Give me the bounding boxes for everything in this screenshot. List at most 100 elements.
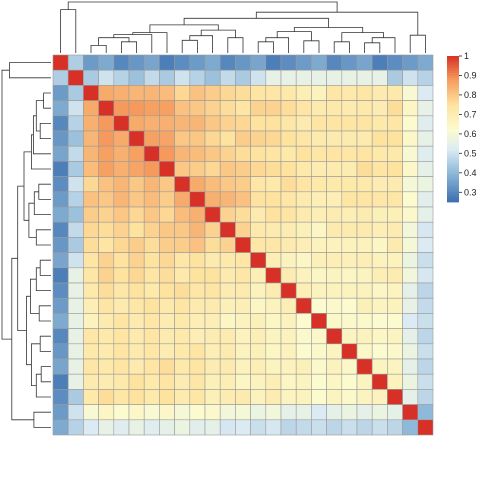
heatmap-cell [371, 54, 388, 71]
heatmap-cell [67, 69, 84, 86]
heatmap-cell [159, 267, 175, 284]
heatmap-cell [326, 206, 343, 223]
heatmap-cell [189, 221, 206, 238]
legend-tick-label: 0.9 [464, 71, 477, 81]
legend-color-step [447, 131, 459, 135]
column-dendrogram-link [276, 31, 312, 41]
heatmap-cell [204, 145, 221, 162]
heatmap-cell [143, 404, 160, 421]
heatmap-cell [67, 267, 84, 284]
legend-color-step [447, 102, 459, 106]
heatmap-cell [159, 313, 175, 329]
column-dendrogram-link [183, 17, 329, 28]
heatmap-cell [204, 115, 221, 132]
heatmap-cell [204, 221, 221, 238]
heatmap-cell [128, 115, 145, 132]
heatmap-cell [235, 358, 251, 375]
heatmap-cell [98, 373, 115, 390]
heatmap-cell [67, 343, 84, 360]
heatmap-cell [326, 115, 343, 132]
heatmap-cell [356, 297, 373, 314]
heatmap-cell [204, 343, 221, 360]
heatmap-cell [356, 328, 373, 345]
heatmap-cell [356, 130, 373, 147]
heatmap-cell [295, 145, 312, 162]
heatmap-cell [402, 252, 419, 269]
heatmap-cell [402, 297, 419, 314]
heatmap-cell [159, 282, 175, 299]
heatmap-cell [128, 161, 145, 177]
heatmap-cell [356, 373, 373, 390]
heatmap-cell [128, 54, 145, 71]
heatmap-cell [371, 237, 388, 253]
heatmap-cell [98, 267, 115, 284]
heatmap-cell [417, 221, 434, 238]
heatmap-cell [371, 206, 388, 223]
heatmap-cell [250, 54, 267, 71]
heatmap-cell [295, 176, 312, 193]
heatmap-cell [128, 252, 145, 269]
row-dendrogram-link [23, 151, 32, 221]
heatmap-cell [235, 328, 251, 345]
legend-color-step [447, 68, 459, 71]
heatmap-cell [280, 267, 297, 284]
heatmap-cell [174, 176, 191, 193]
heatmap-cell [83, 328, 99, 345]
heatmap-cell [83, 100, 99, 117]
heatmap-cell [98, 69, 115, 86]
heatmap-cell [387, 343, 403, 360]
heatmap-cell [204, 313, 221, 329]
heatmap-cell [143, 54, 160, 71]
heatmap-cell [295, 100, 312, 117]
heatmap-cell [311, 373, 327, 390]
heatmap-cell [113, 206, 130, 223]
heatmap-cell [295, 221, 312, 238]
heatmap-cell [67, 85, 84, 101]
heatmap-cell [204, 100, 221, 117]
heatmap-cell [52, 100, 69, 117]
heatmap-cell [143, 389, 160, 405]
legend-color-step [447, 94, 459, 98]
heatmap-cell [189, 389, 206, 405]
heatmap-cell [159, 389, 175, 405]
heatmap-cell [295, 115, 312, 132]
heatmap-cell [52, 115, 69, 132]
heatmap-cell [235, 115, 251, 132]
heatmap-cell [280, 419, 297, 436]
heatmap-cell [113, 176, 130, 193]
heatmap-cell [113, 145, 130, 162]
legend-color-step [447, 92, 459, 96]
heatmap-cell [98, 176, 115, 193]
heatmap-cell [402, 221, 419, 238]
heatmap-cell [326, 176, 343, 193]
heatmap-cell [311, 161, 327, 177]
column-dendrogram-link [371, 37, 396, 53]
heatmap-cell [265, 373, 282, 390]
row-dendrogram-link [1, 69, 12, 340]
heatmap-cell [143, 267, 160, 284]
heatmap-cell [219, 191, 236, 208]
heatmap-cell [128, 69, 145, 86]
heatmap-cell [128, 85, 145, 101]
heatmap-cell [341, 313, 358, 329]
legend-color-step [447, 126, 459, 130]
heatmap-cell [83, 237, 99, 253]
heatmap-cell [356, 115, 373, 132]
heatmap-cell [265, 85, 282, 101]
heatmap-cell [67, 130, 84, 147]
heatmap-cell [143, 343, 160, 360]
legend-color-step [447, 167, 459, 171]
heatmap-cell [341, 54, 358, 71]
heatmap-cell [356, 404, 373, 421]
heatmap-cell [311, 282, 327, 299]
heatmap-cell [311, 130, 327, 147]
legend-color-step [447, 184, 459, 188]
heatmap-cell [371, 297, 388, 314]
heatmap-cell [143, 297, 160, 314]
heatmap-cell [387, 313, 403, 329]
legend-color-step [447, 60, 459, 64]
heatmap-cell [189, 100, 206, 117]
heatmap-cell [128, 282, 145, 299]
heatmap-cell [387, 373, 403, 390]
legend-tick-label: 0.8 [464, 90, 477, 100]
